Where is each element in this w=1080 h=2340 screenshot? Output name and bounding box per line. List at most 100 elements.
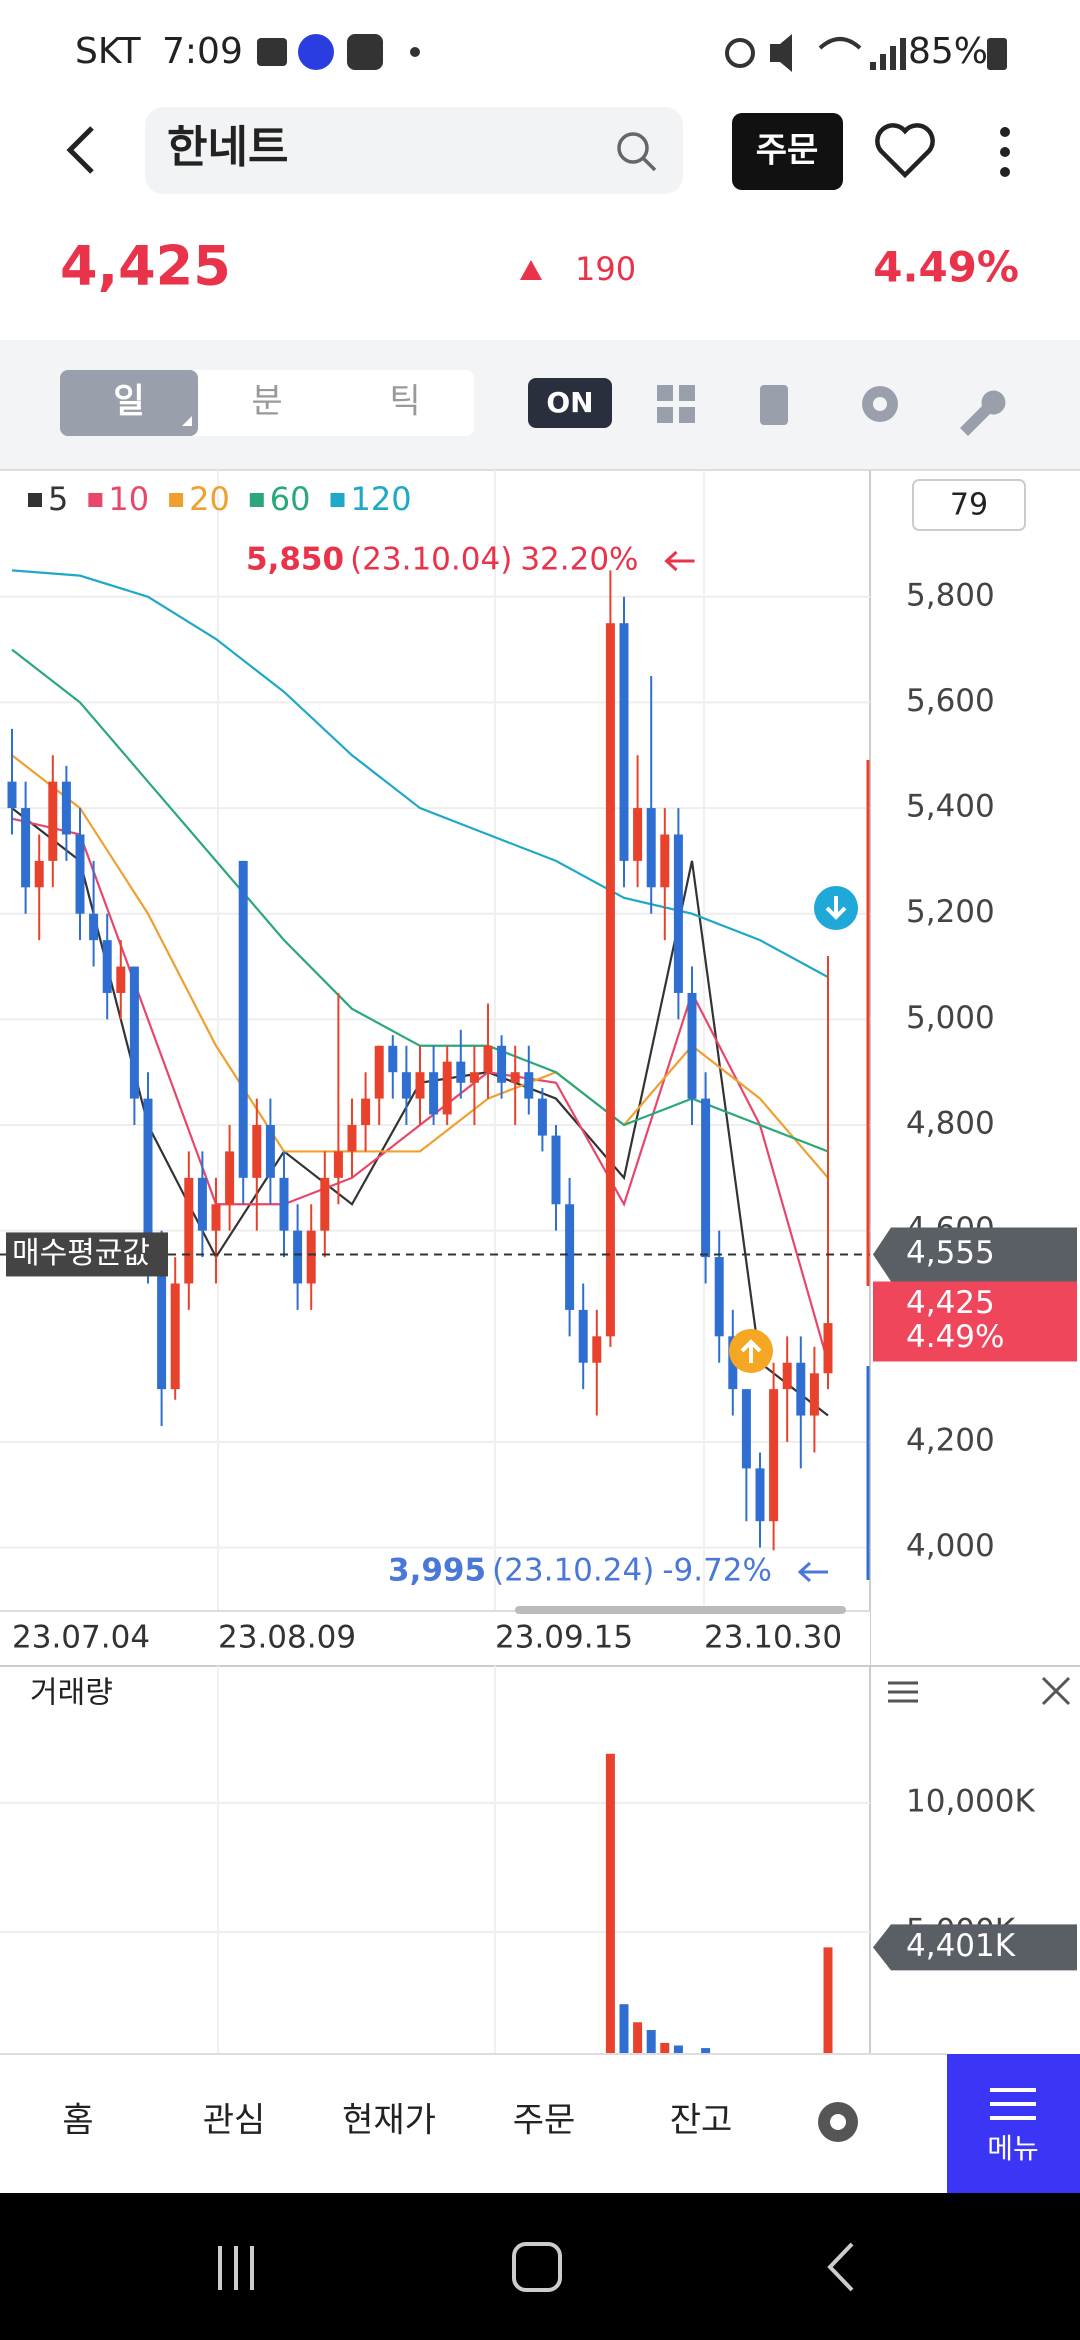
volume-close[interactable]: [1041, 1676, 1071, 1706]
layout-icon[interactable]: [657, 385, 695, 423]
period-tab[interactable]: 틱: [389, 382, 420, 422]
candle-body: [592, 1336, 602, 1363]
volume-current-box: [873, 1924, 1077, 1971]
candle-body: [293, 1230, 303, 1284]
home-button[interactable]: [512, 2242, 562, 2292]
sell-signal-arrow: [825, 896, 847, 920]
candle-body: [225, 1151, 235, 1205]
price-change: 190: [575, 250, 636, 288]
bottom-nav: [0, 2054, 1080, 2193]
more-dot[interactable]: [1000, 127, 1010, 137]
candle-body: [469, 1072, 479, 1083]
copy-icon[interactable]: [760, 385, 788, 425]
back-system-button[interactable]: [827, 2242, 854, 2292]
legend-label: 120: [351, 480, 412, 518]
nav-item[interactable]: 홈: [62, 2101, 93, 2141]
tool-icon[interactable]: [960, 390, 1006, 436]
period-tab[interactable]: 분: [251, 382, 282, 422]
up-arrow: [520, 260, 542, 280]
candle-body: [741, 1389, 751, 1469]
back-button[interactable]: [66, 126, 94, 174]
candle-body: [497, 1045, 507, 1083]
toggle-button[interactable]: [528, 378, 612, 428]
candle-body: [197, 1177, 207, 1231]
legend-swatch: [169, 493, 184, 507]
candle-body: [510, 1072, 520, 1083]
app-icon: [298, 34, 334, 70]
nav-item[interactable]: 주문: [513, 2101, 576, 2141]
candle-body: [388, 1045, 398, 1073]
more-dot: [1000, 167, 1010, 177]
candle-body: [755, 1468, 765, 1522]
volume-bar: [660, 2042, 670, 2054]
nav-item[interactable]: 관심: [203, 2101, 266, 2141]
candle-body: [633, 808, 643, 861]
note-price: 5,850: [246, 542, 344, 578]
y-tick-label: 4,200: [906, 1422, 995, 1458]
gallery-icon: [257, 38, 287, 66]
x-tick-label: 23.07.04: [12, 1620, 150, 1656]
search-icon-handle: [641, 156, 657, 172]
candle-body: [619, 623, 629, 861]
menu-icon: [990, 2088, 1036, 2120]
dot-icon: [410, 47, 420, 57]
volume-bar: [619, 2004, 629, 2054]
note-arrow: [797, 1561, 828, 1583]
current-price: 4,425: [60, 235, 231, 298]
scrollbar[interactable]: [515, 1606, 846, 1614]
period-box-label: 79: [950, 488, 988, 523]
recents-button[interactable]: [218, 2246, 254, 2290]
system-nav: [0, 2193, 1080, 2340]
nav-settings-hole: [830, 2114, 846, 2130]
search-icon[interactable]: [617, 132, 649, 164]
volume-bar: [633, 2022, 643, 2054]
candle-body: [660, 834, 670, 888]
note-rate: 32.20%: [520, 542, 638, 578]
x-axis-band: [0, 1611, 870, 1666]
candle-body: [537, 1098, 547, 1136]
avg-price-box-label: 4,555: [906, 1235, 995, 1271]
candle-body: [823, 1323, 833, 1374]
search-box[interactable]: [145, 107, 683, 194]
candle-body: [21, 808, 31, 888]
toggle-label: ON: [546, 386, 593, 419]
candle-body: [456, 1061, 466, 1083]
carrier: SKT: [75, 31, 142, 72]
candle-body: [129, 966, 139, 1099]
candle-body: [796, 1362, 806, 1416]
candle-body: [306, 1230, 316, 1284]
candle-body: [116, 966, 126, 993]
candle-body: [415, 1072, 425, 1099]
candle-body: [701, 1098, 711, 1258]
nav-item[interactable]: 현재가: [342, 2101, 436, 2141]
candle-body: [809, 1373, 819, 1416]
menu-button[interactable]: [947, 2054, 1080, 2193]
nav-item[interactable]: 잔고: [670, 2101, 733, 2141]
candle-body: [374, 1045, 384, 1099]
candle-body: [279, 1177, 289, 1231]
period-tab[interactable]: 일: [113, 382, 144, 422]
candle-body: [429, 1072, 439, 1115]
change-rate: 4.49%: [873, 243, 1019, 292]
favorite-button[interactable]: [875, 123, 935, 179]
alarm-icon: [725, 38, 755, 68]
candle-body: [673, 834, 683, 993]
period-box[interactable]: [912, 479, 1026, 531]
note-rate: -9.72%: [662, 1553, 772, 1589]
note-arrow: [664, 550, 695, 572]
period-tab-selected[interactable]: [60, 370, 198, 436]
battery-icon: [987, 38, 1007, 70]
candle-body: [361, 1098, 371, 1126]
legend-swatch: [330, 493, 345, 507]
candle-body: [34, 860, 44, 888]
candle-body: [157, 1257, 167, 1390]
order-button[interactable]: [732, 113, 843, 190]
legend-swatch: [249, 493, 264, 507]
y-tick-label: 5,800: [906, 577, 995, 613]
current-price-box-price: 4,425: [906, 1285, 995, 1321]
menu-label: 메뉴: [987, 2132, 1039, 2165]
volume-menu[interactable]: [888, 1681, 918, 1703]
legend-swatch: [28, 493, 42, 507]
candle-body: [170, 1283, 180, 1390]
candle-body: [551, 1135, 561, 1205]
